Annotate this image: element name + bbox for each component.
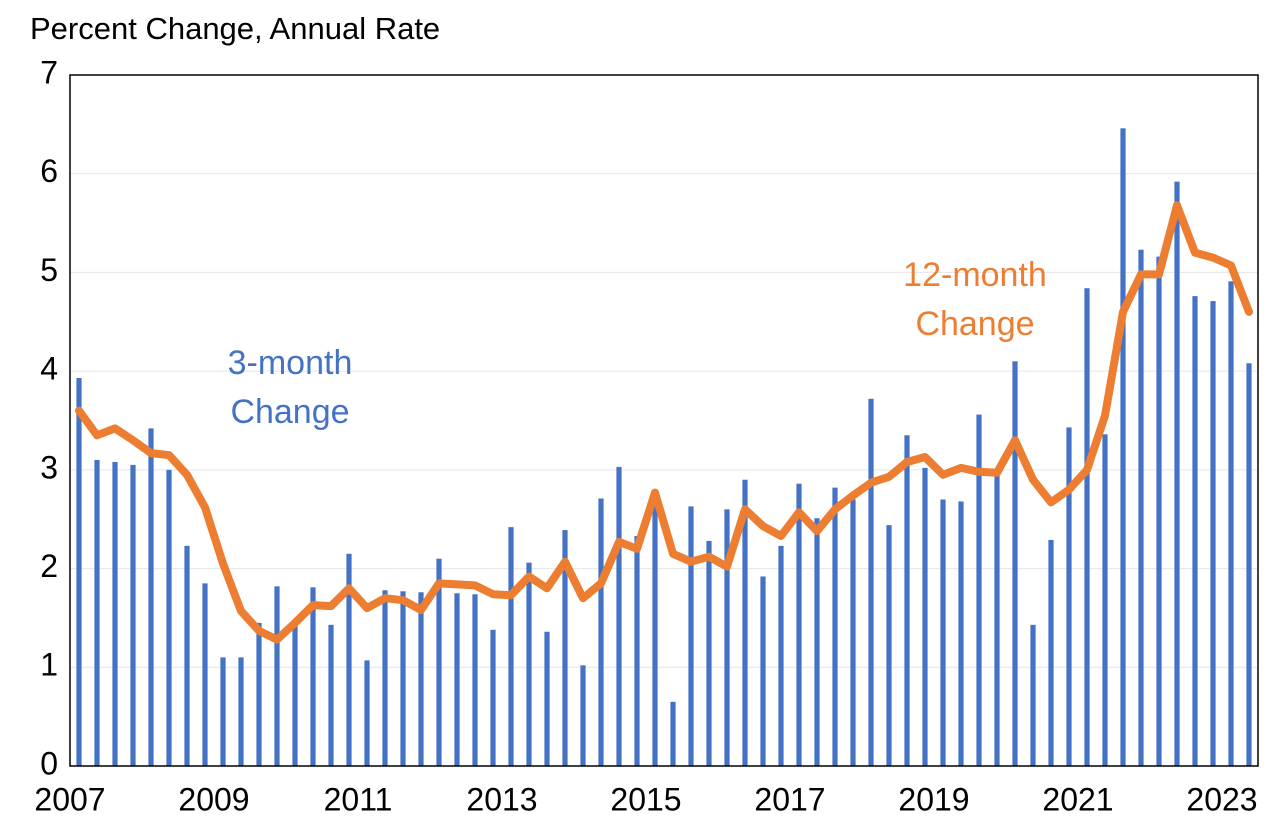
bar	[1102, 434, 1108, 766]
bar	[1210, 301, 1216, 766]
y-tick-label: 5	[40, 252, 58, 288]
y-tick-label: 6	[40, 153, 58, 189]
bar	[994, 469, 1000, 766]
bar	[922, 467, 928, 766]
bar	[256, 622, 262, 766]
bar	[742, 479, 748, 766]
bar	[976, 414, 982, 766]
bar	[454, 593, 460, 766]
bar	[364, 660, 370, 766]
bar	[580, 665, 586, 766]
line	[75, 201, 1253, 644]
bar	[166, 469, 172, 766]
bar	[1246, 363, 1252, 766]
bar	[868, 398, 874, 766]
bar	[886, 525, 892, 766]
x-tick-label: 2011	[324, 781, 393, 817]
bar	[526, 562, 532, 766]
bar	[616, 466, 622, 766]
bar	[76, 378, 82, 766]
bar	[904, 435, 910, 766]
x-tick-label: 2019	[898, 781, 969, 817]
plot-border	[69, 74, 1259, 767]
y-tick-label: 4	[40, 351, 58, 387]
x-tick-label: 2023	[1186, 781, 1257, 817]
annotation: Change	[230, 393, 349, 431]
bar	[292, 625, 298, 766]
chart-title: Percent Change, Annual Rate	[30, 11, 440, 46]
bar	[202, 583, 208, 766]
bar	[238, 657, 244, 766]
bar	[274, 586, 280, 766]
bar	[418, 592, 424, 766]
x-tick-label: 2009	[178, 781, 249, 817]
annotation: 3-month	[228, 344, 353, 382]
bar	[508, 527, 514, 766]
bar	[346, 553, 352, 766]
bar	[832, 487, 838, 766]
bar	[1228, 281, 1234, 766]
bar	[1084, 288, 1090, 766]
bar	[94, 459, 100, 766]
bar	[400, 591, 406, 766]
bar	[436, 558, 442, 766]
y-tick-label: 3	[40, 449, 58, 485]
bar	[1048, 539, 1054, 766]
bar	[1156, 256, 1162, 766]
bar	[814, 518, 820, 766]
bar	[490, 629, 496, 766]
bar	[670, 701, 676, 766]
bar	[724, 509, 730, 766]
bar	[652, 499, 658, 766]
x-tick-label: 2007	[34, 781, 105, 817]
bar	[688, 506, 694, 766]
bar	[130, 464, 136, 766]
bar	[382, 590, 388, 766]
x-tick-label: 2021	[1042, 781, 1113, 817]
bar	[472, 594, 478, 766]
x-tick-label: 2013	[466, 781, 537, 817]
bar	[634, 535, 640, 766]
bar	[958, 501, 964, 766]
bar	[544, 631, 550, 766]
bar	[940, 499, 946, 766]
bar	[1138, 249, 1144, 766]
x-tick-label: 2015	[610, 781, 681, 817]
bar	[1030, 624, 1036, 766]
bar	[706, 540, 712, 766]
bar	[1192, 296, 1198, 766]
bar	[778, 545, 784, 766]
y-tick-label: 7	[40, 54, 58, 90]
bar	[328, 624, 334, 766]
y-tick-label: 1	[40, 647, 58, 683]
y-tick-label: 0	[40, 745, 58, 781]
bar	[562, 530, 568, 766]
bar	[184, 545, 190, 766]
bar	[1174, 181, 1180, 766]
bar	[220, 657, 226, 766]
annotation: 12-month	[903, 256, 1047, 294]
annotation: Change	[915, 305, 1034, 343]
x-tick-label: 2017	[754, 781, 825, 817]
bar	[310, 587, 316, 766]
bar	[760, 576, 766, 766]
bar	[1120, 128, 1126, 766]
bar	[850, 499, 856, 766]
bar	[1012, 361, 1018, 766]
y-tick-label: 2	[40, 548, 58, 584]
bar	[112, 461, 118, 766]
bar	[148, 428, 154, 766]
bar	[598, 498, 604, 766]
bar	[796, 483, 802, 766]
bar	[1066, 427, 1072, 766]
